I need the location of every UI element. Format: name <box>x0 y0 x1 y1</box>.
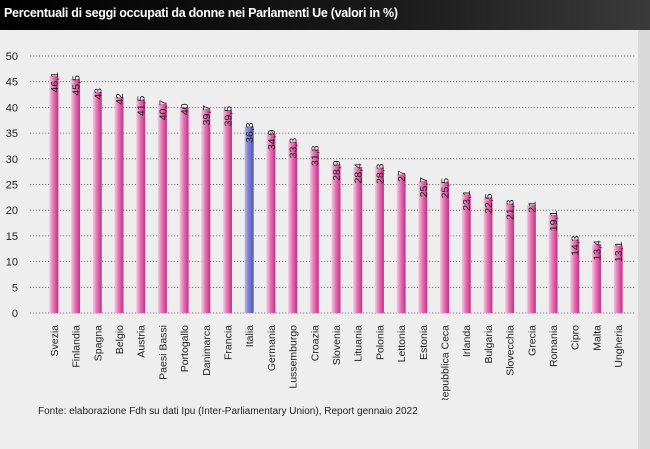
y-tick-label: 30 <box>6 154 18 166</box>
bar <box>179 107 189 314</box>
right-margin-band <box>638 30 650 449</box>
category-label: Paesi Bassi <box>157 325 169 380</box>
y-tick-label: 45 <box>6 77 18 89</box>
y-tick-label: 0 <box>12 308 18 320</box>
category-label: Slovenia <box>331 325 343 365</box>
value-label: 31,8 <box>309 145 321 166</box>
y-tick-label: 25 <box>6 180 18 192</box>
category-label: Lettonia <box>396 325 408 363</box>
category-label: Estonia <box>418 325 430 360</box>
category-label: Lussemburgo <box>288 325 300 389</box>
bar <box>591 244 601 313</box>
value-label: 19,1 <box>548 211 560 232</box>
value-label: 21 <box>526 201 538 213</box>
value-label: 40 <box>179 103 191 115</box>
category-label: Malta <box>591 325 603 351</box>
value-label: 13,1 <box>613 242 625 263</box>
bar <box>483 197 493 313</box>
value-label: 14,3 <box>570 235 582 256</box>
category-label: Bulgaria <box>483 325 495 364</box>
value-label: 45,5 <box>71 75 83 96</box>
value-label: 43 <box>92 88 104 100</box>
category-label: Finlandia <box>71 325 83 368</box>
bar <box>92 91 102 313</box>
category-label: Danimarca <box>201 325 213 376</box>
value-label: 22,5 <box>483 193 495 214</box>
value-label: 42 <box>114 93 126 105</box>
bar <box>288 141 298 313</box>
bar <box>244 126 254 313</box>
bar <box>201 108 211 313</box>
value-label: 46,1 <box>49 72 61 93</box>
bar <box>266 133 276 313</box>
category-label: Grecia <box>526 325 538 356</box>
bar <box>418 180 428 313</box>
category-label: Polonia <box>374 325 386 360</box>
category-label: Portogallo <box>179 325 191 372</box>
bar <box>331 164 341 313</box>
value-label: 39,5 <box>222 106 234 127</box>
value-label: 21,3 <box>505 199 517 220</box>
bar <box>374 167 384 313</box>
bar <box>461 194 471 313</box>
category-label: Lituania <box>353 325 365 362</box>
bar <box>222 109 232 313</box>
value-label: 28,3 <box>374 163 386 184</box>
bar-chart: 46,1 Svezia 45,5 Finlandia 43 Spagna 42 Belgio 4… <box>6 51 636 400</box>
value-label: 36,3 <box>244 122 256 143</box>
category-label: Germania <box>266 325 278 371</box>
bar <box>353 167 363 313</box>
value-label: 41,5 <box>136 96 148 117</box>
category-label: Slovecchia <box>505 325 517 376</box>
bar <box>71 79 81 313</box>
value-label: 40,7 <box>157 100 169 121</box>
y-tick-label: 15 <box>6 231 18 243</box>
category-label: Ungheria <box>613 325 625 368</box>
bar <box>309 149 319 313</box>
bar <box>396 174 406 313</box>
y-tick-label: 10 <box>6 257 18 269</box>
bar <box>157 103 167 313</box>
y-tick-label: 5 <box>12 282 18 294</box>
category-label: Svezia <box>49 325 61 357</box>
value-label: 27 <box>396 170 408 182</box>
category-label: Spagna <box>92 325 104 361</box>
category-label: Croazia <box>309 325 321 361</box>
bar <box>505 203 515 313</box>
value-label: 33,3 <box>288 138 300 159</box>
category-label: Francia <box>222 325 234 360</box>
value-label: 23,1 <box>461 190 473 211</box>
y-tick-label: 50 <box>6 51 18 63</box>
value-label: 13,4 <box>591 240 603 261</box>
value-label: 25,7 <box>418 177 430 198</box>
bar <box>570 239 580 313</box>
source-note: Fonte: elaborazione Fdh su dati Ipu (Int… <box>38 406 418 417</box>
bar <box>548 214 558 313</box>
bar <box>526 205 536 313</box>
value-label: 28,4 <box>353 163 365 184</box>
bar <box>613 245 623 313</box>
chart-title: Percentuali di seggi occupati da donne n… <box>4 6 398 20</box>
value-label: 25,5 <box>440 178 452 199</box>
value-label: 34,9 <box>266 129 278 150</box>
category-label: Irlanda <box>461 325 473 357</box>
bar <box>440 181 450 313</box>
bar <box>136 99 146 313</box>
category-label: Cipro <box>570 325 582 350</box>
category-label: Repubblica Ceca <box>440 325 452 400</box>
value-label: 28,9 <box>331 160 343 181</box>
category-label: Romania <box>548 325 560 367</box>
bar <box>49 76 59 313</box>
y-tick-label: 20 <box>6 205 18 217</box>
category-label: Austria <box>136 325 148 358</box>
value-label: 39,7 <box>201 105 213 126</box>
category-label: Belgio <box>114 325 126 354</box>
y-tick-label: 35 <box>6 128 18 140</box>
title-bar: Percentuali di seggi occupati da donne n… <box>0 0 650 30</box>
category-label: Italia <box>244 325 256 347</box>
bar <box>114 97 124 314</box>
y-tick-label: 40 <box>6 102 18 114</box>
